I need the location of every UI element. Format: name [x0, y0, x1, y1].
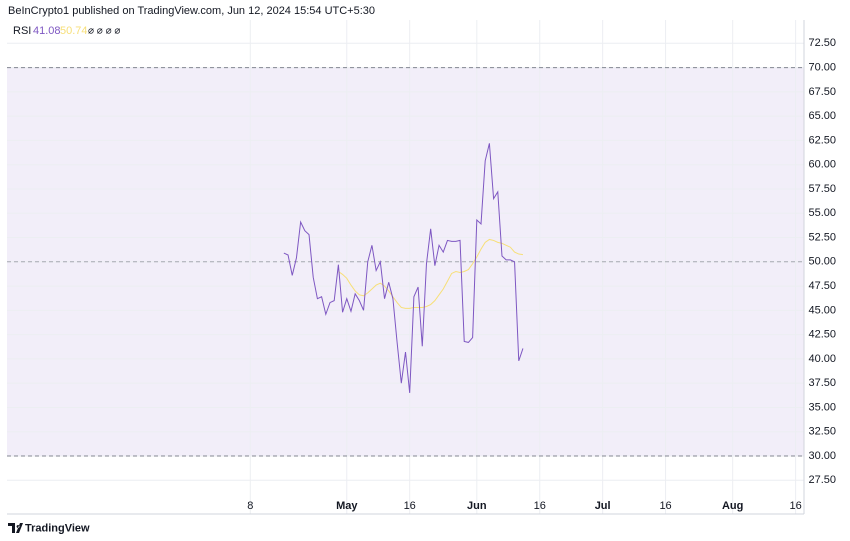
y-tick-label: 50.00	[808, 256, 836, 268]
series-line	[283, 143, 524, 393]
y-tick-label: 72.50	[808, 37, 836, 49]
y-tick-label: 52.50	[808, 231, 836, 243]
watermark: TradingView	[25, 522, 90, 534]
x-tick-label: 16	[404, 500, 416, 512]
x-tick-label: May	[336, 500, 358, 512]
logo: TradingView	[8, 522, 90, 534]
indicator-params: ⌀ ⌀ ⌀ ⌀	[88, 26, 120, 37]
y-tick-label: 45.00	[808, 304, 836, 316]
y-tick-label: 32.50	[808, 426, 836, 438]
y-tick-label: 65.00	[808, 110, 836, 122]
y-tick-label: 30.00	[808, 450, 836, 462]
x-tick-label: 16	[659, 500, 671, 512]
y-tick-label: 57.50	[808, 183, 836, 195]
x-tick-label: Jul	[595, 500, 611, 512]
x-tick-label: 16	[534, 500, 546, 512]
plot-area	[7, 20, 804, 514]
indicator-name: RSI	[13, 25, 31, 37]
y-tick-label: 35.00	[808, 401, 836, 413]
y-tick-label: 37.50	[808, 377, 836, 389]
y-tick-label: 70.00	[808, 61, 836, 73]
y-tick-label: 62.50	[808, 134, 836, 146]
y-tick-label: 55.00	[808, 207, 836, 219]
y-tick-label: 42.50	[808, 329, 836, 341]
x-tick-label: 16	[789, 500, 801, 512]
x-tick-label: 8	[247, 500, 253, 512]
legend-value: 50.74	[60, 25, 88, 37]
logo-icon	[8, 523, 23, 533]
series-line	[338, 238, 524, 309]
y-tick-label: 47.50	[808, 280, 836, 292]
x-tick-label: Aug	[722, 500, 743, 512]
x-tick-label: Jun	[467, 500, 487, 512]
legend-value: 41.08	[33, 25, 61, 37]
y-tick-label: 60.00	[808, 159, 836, 171]
y-tick-label: 40.00	[808, 353, 836, 365]
y-tick-label: 67.50	[808, 86, 836, 98]
chart-title: BeInCrypto1 published on TradingView.com…	[8, 5, 375, 17]
y-tick-label: 27.50	[808, 474, 836, 486]
